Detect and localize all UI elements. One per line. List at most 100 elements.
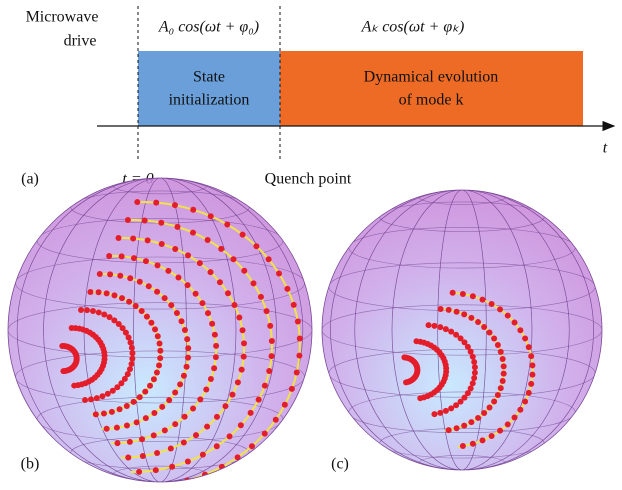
trajectory-point bbox=[487, 329, 493, 335]
trajectory-point bbox=[489, 301, 495, 307]
trajectory-point bbox=[96, 289, 102, 295]
trajectory-point bbox=[289, 386, 295, 392]
trajectory-point bbox=[131, 255, 137, 261]
trajectory-point bbox=[154, 289, 160, 295]
trajectory-point bbox=[114, 425, 120, 431]
trajectory-point bbox=[157, 355, 163, 361]
trajectory-point bbox=[240, 232, 246, 238]
evolution-drive: Aₖ cos(ωt + φₖ) bbox=[361, 19, 465, 36]
trajectory-point bbox=[154, 369, 160, 375]
trajectory-point bbox=[165, 268, 171, 274]
trajectory-point bbox=[475, 415, 481, 421]
trajectory-point bbox=[193, 432, 199, 438]
trajectory-point bbox=[184, 336, 190, 342]
trajectory-point bbox=[498, 349, 504, 355]
trajectory-point bbox=[151, 376, 157, 382]
trajectory-point bbox=[111, 292, 117, 298]
trajectory-point bbox=[190, 207, 196, 213]
trajectory-point bbox=[134, 419, 140, 425]
trajectory-point bbox=[129, 356, 135, 362]
trajectory-point bbox=[104, 290, 110, 296]
trajectory-point bbox=[151, 410, 157, 416]
panel-label: (c) bbox=[331, 456, 349, 473]
trajectory-point bbox=[119, 295, 125, 301]
trajectory-point bbox=[238, 422, 244, 428]
trajectory-point bbox=[158, 220, 164, 226]
trajectory-point bbox=[90, 308, 96, 314]
trajectory-point bbox=[443, 326, 449, 332]
trajectory-point bbox=[470, 293, 476, 299]
trajectory-point bbox=[470, 441, 476, 447]
trajectory-point bbox=[471, 375, 477, 381]
trajectory-point bbox=[124, 403, 130, 409]
trajectory-point bbox=[208, 269, 214, 275]
trajectory-point bbox=[168, 302, 174, 308]
trajectory-point bbox=[193, 291, 199, 297]
trajectory-point bbox=[480, 297, 486, 303]
trajectory-point bbox=[139, 308, 145, 314]
trajectory-point bbox=[129, 350, 135, 356]
trajectory-point bbox=[172, 390, 178, 396]
trajectory-point bbox=[129, 361, 135, 367]
trajectory-point bbox=[127, 439, 133, 445]
trajectory-point bbox=[78, 307, 84, 313]
trajectory-point bbox=[417, 395, 423, 401]
trajectory-point bbox=[172, 421, 178, 427]
drive-label: Microwave bbox=[26, 9, 99, 26]
block-label: of mode k bbox=[399, 92, 464, 109]
trajectory-point bbox=[468, 419, 474, 425]
trajectory-point bbox=[218, 246, 224, 252]
trajectory-point bbox=[144, 314, 150, 320]
trajectory-point bbox=[295, 319, 301, 325]
trajectory-point bbox=[143, 415, 149, 421]
trajectory-point bbox=[94, 395, 100, 401]
trajectory-point bbox=[117, 273, 123, 279]
trajectory-point bbox=[460, 291, 466, 297]
spheres bbox=[8, 177, 602, 489]
trajectory-point bbox=[454, 425, 460, 431]
trajectory-point bbox=[185, 345, 191, 351]
trajectory-point bbox=[211, 365, 217, 371]
trajectory-point bbox=[129, 345, 135, 351]
trajectory-point bbox=[99, 393, 105, 399]
trajectory-point bbox=[498, 385, 504, 391]
trajectory-point bbox=[157, 348, 163, 354]
trajectory-point bbox=[528, 353, 534, 359]
block-label: Dynamical evolution bbox=[364, 69, 499, 86]
trajectory-point bbox=[205, 310, 211, 316]
trajectory-point bbox=[88, 396, 94, 402]
trajectory-point bbox=[528, 381, 534, 387]
trajectory-point bbox=[127, 275, 133, 281]
drive-label: drive bbox=[64, 33, 97, 50]
trajectory-point bbox=[148, 320, 154, 326]
trajectory-point bbox=[184, 477, 190, 483]
trajectory-point bbox=[296, 353, 302, 359]
trajectory-point bbox=[495, 392, 501, 398]
trajectory-point bbox=[185, 252, 191, 258]
trajectory-point bbox=[96, 309, 102, 315]
trajectory-point bbox=[205, 237, 211, 243]
trajectory-point bbox=[297, 336, 303, 342]
trajectory-point bbox=[174, 224, 180, 230]
trajectory-point bbox=[461, 311, 467, 317]
trajectory-point bbox=[208, 213, 214, 219]
trajectory-point bbox=[224, 222, 230, 228]
trajectory-point bbox=[128, 340, 134, 346]
trajectory-point bbox=[461, 423, 467, 429]
trajectory-point bbox=[139, 436, 145, 442]
sphere-body bbox=[322, 190, 602, 470]
trajectory-point bbox=[491, 398, 497, 404]
trajectory-point bbox=[181, 439, 187, 445]
trajectory-point bbox=[472, 364, 478, 370]
trajectory-point bbox=[282, 402, 288, 408]
trajectory-point bbox=[214, 443, 220, 449]
figure: Microwave drive A₀ cos(ωt + φ₀) Aₖ cos(ω… bbox=[0, 0, 622, 490]
trajectory-point bbox=[126, 299, 132, 305]
trajectory-point bbox=[468, 315, 474, 321]
trajectory-point bbox=[172, 246, 178, 252]
trajectory-point bbox=[137, 279, 143, 285]
trajectory-point bbox=[522, 335, 528, 341]
trajectory-point bbox=[125, 454, 131, 460]
trajectory-point bbox=[481, 324, 487, 330]
trajectory-point bbox=[267, 323, 273, 329]
